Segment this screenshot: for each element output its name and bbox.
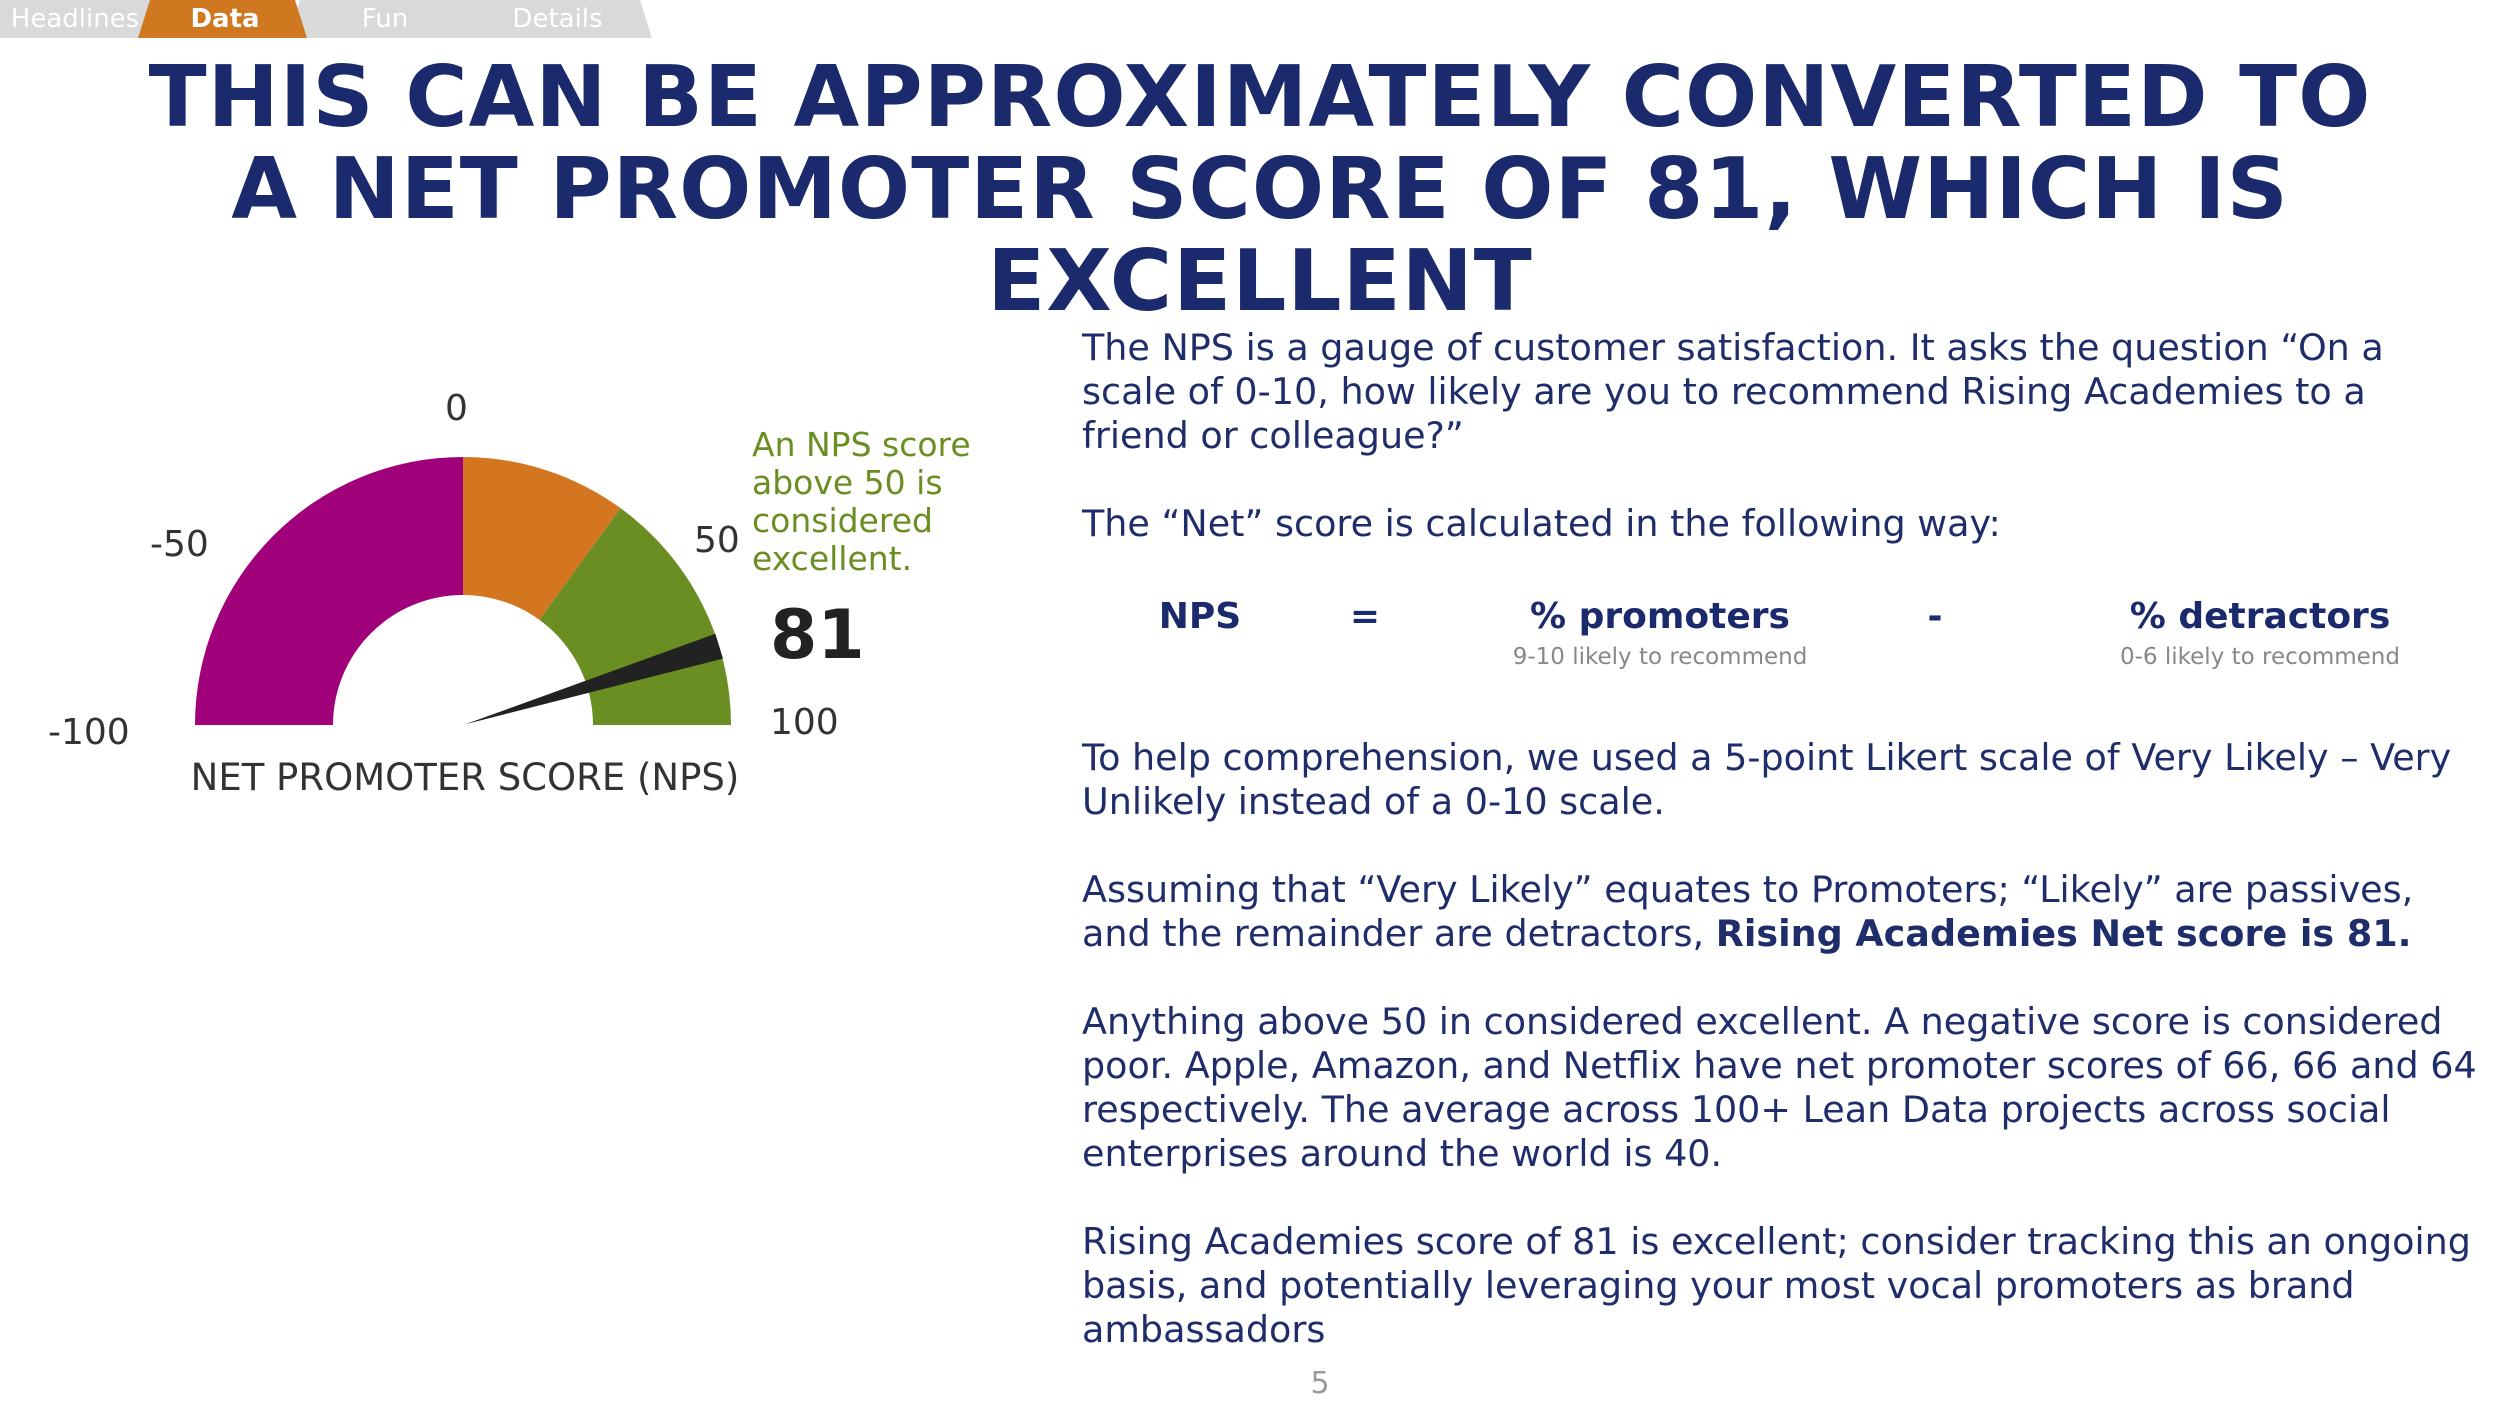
tab-fun[interactable]: Fun xyxy=(361,4,409,34)
gauge-label-zero: 0 xyxy=(445,388,468,429)
formula-minus: - xyxy=(1927,596,1943,637)
formula-promoters: % promoters xyxy=(1530,596,1790,637)
gauge-label-minus-50: -50 xyxy=(150,524,209,565)
assumption-text: Assuming that “Very Likely” equates to P… xyxy=(1082,868,2414,955)
formula-detractors: % detractors xyxy=(2129,596,2391,637)
formula-equals: = xyxy=(1349,596,1381,637)
page-number: 5 xyxy=(1310,1366,1330,1401)
paragraph-benchmarks: Anything above 50 in considered excellen… xyxy=(1082,1000,2477,1175)
tab-shape-headlines xyxy=(0,0,162,38)
formula-nps: NPS xyxy=(1158,596,1242,637)
paragraph-assumption: Assuming that “Very Likely” equates to P… xyxy=(1082,868,2482,956)
tab-details[interactable]: Details xyxy=(512,4,603,34)
formula-detractors-sub: 0-6 likely to recommend xyxy=(2120,644,2400,670)
nps-gauge xyxy=(195,457,731,725)
paragraph-net-calculation: The “Net” score is calculated in the fol… xyxy=(1082,502,2001,545)
gauge-label-min: -100 xyxy=(48,712,130,753)
tab-shape-fun xyxy=(288,0,502,38)
assumption-highlight: Rising Academies Net score is 81. xyxy=(1715,912,2412,955)
gauge-label-max: 100 xyxy=(770,702,839,743)
gauge-segment-2 xyxy=(539,508,731,725)
paragraph-nps-definition: The NPS is a gauge of customer satisfact… xyxy=(1082,326,2384,457)
paragraph-recommendation: Rising Academies score of 81 is excellen… xyxy=(1082,1220,2471,1351)
section-tab-bar: Headlines Data Fun Details xyxy=(0,0,660,38)
paragraph-likert: To help comprehension, we used a 5-point… xyxy=(1082,736,2452,823)
gauge-value: 81 xyxy=(770,596,865,675)
tab-shape-data xyxy=(138,0,307,38)
gauge-needle xyxy=(464,633,723,725)
tab-shape-details xyxy=(468,0,652,38)
page-title: THIS CAN BE APPROXIMATELY CONVERTED TO A… xyxy=(148,48,2372,331)
gauge-segment-1 xyxy=(463,457,621,620)
gauge-segment-0 xyxy=(195,457,463,725)
tab-bar-shapes xyxy=(0,0,652,38)
tab-headlines[interactable]: Headlines xyxy=(10,4,140,34)
gauge-label-50: 50 xyxy=(694,520,740,561)
formula-promoters-sub: 9-10 likely to recommend xyxy=(1512,644,1808,670)
gauge-segments xyxy=(195,457,731,725)
gauge-caption: NET PROMOTER SCORE (NPS) xyxy=(190,756,740,799)
gauge-note: An NPS score above 50 is considered exce… xyxy=(752,425,971,578)
tab-data[interactable]: Data xyxy=(190,4,260,34)
